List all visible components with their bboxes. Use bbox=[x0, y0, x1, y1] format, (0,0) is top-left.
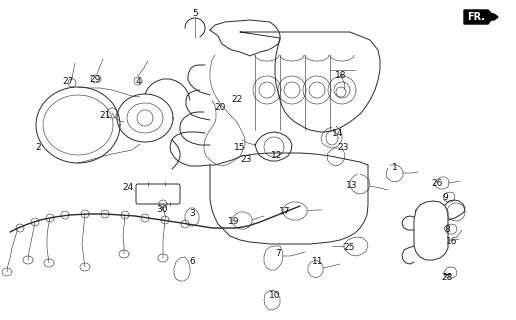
Text: 24: 24 bbox=[122, 183, 134, 193]
Text: 2: 2 bbox=[35, 143, 41, 153]
Text: 30: 30 bbox=[156, 205, 168, 214]
Text: 18: 18 bbox=[335, 71, 347, 81]
Text: 1: 1 bbox=[392, 164, 398, 172]
Text: 17: 17 bbox=[279, 207, 291, 217]
Text: 27: 27 bbox=[62, 77, 74, 86]
Text: 25: 25 bbox=[343, 244, 354, 252]
Text: 7: 7 bbox=[275, 249, 281, 258]
Text: 14: 14 bbox=[332, 129, 344, 138]
Text: 23: 23 bbox=[240, 156, 252, 164]
Text: 16: 16 bbox=[446, 237, 458, 246]
Text: 28: 28 bbox=[441, 274, 453, 283]
Text: 6: 6 bbox=[189, 258, 195, 267]
Text: 21: 21 bbox=[99, 110, 111, 119]
Text: 10: 10 bbox=[269, 291, 281, 300]
Text: 22: 22 bbox=[231, 95, 243, 105]
Text: FR.: FR. bbox=[467, 12, 485, 22]
Text: 3: 3 bbox=[189, 209, 195, 218]
Text: 29: 29 bbox=[89, 75, 101, 84]
Text: 13: 13 bbox=[346, 181, 358, 190]
Text: 9: 9 bbox=[442, 194, 448, 203]
Polygon shape bbox=[464, 10, 494, 24]
Text: 20: 20 bbox=[214, 102, 225, 111]
Text: 4: 4 bbox=[135, 77, 141, 86]
Text: 15: 15 bbox=[234, 142, 246, 151]
Polygon shape bbox=[488, 14, 498, 20]
Text: 5: 5 bbox=[192, 10, 198, 19]
Text: 19: 19 bbox=[228, 218, 240, 227]
Text: 26: 26 bbox=[431, 179, 443, 188]
Text: 8: 8 bbox=[444, 226, 450, 235]
Text: 11: 11 bbox=[312, 257, 324, 266]
Text: 23: 23 bbox=[337, 143, 349, 153]
Text: 12: 12 bbox=[271, 150, 283, 159]
